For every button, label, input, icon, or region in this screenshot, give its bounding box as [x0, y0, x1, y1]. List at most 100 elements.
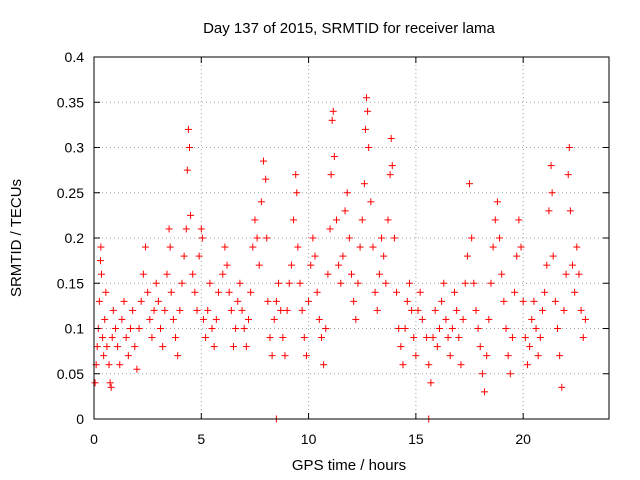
data-point — [251, 216, 259, 224]
data-point — [223, 261, 231, 269]
data-point — [126, 325, 134, 332]
data-point — [536, 334, 544, 342]
data-point — [253, 234, 261, 242]
data-point — [532, 325, 540, 332]
data-point — [345, 234, 353, 242]
data-point — [470, 279, 478, 287]
data-point — [302, 352, 310, 360]
data-point — [111, 325, 119, 332]
data-point — [146, 315, 154, 323]
data-point — [197, 225, 205, 233]
data-point — [139, 270, 147, 278]
data-point — [221, 243, 229, 251]
data-point — [114, 343, 122, 351]
data-point — [219, 270, 227, 278]
data-point — [268, 352, 276, 360]
data-point — [526, 343, 534, 351]
data-point — [189, 270, 197, 278]
data-point — [277, 306, 285, 314]
data-point — [401, 325, 409, 332]
data-point — [504, 352, 512, 360]
y-tick-label: 0.1 — [65, 321, 85, 337]
data-point — [279, 334, 287, 342]
x-axis-label: GPS time / hours — [292, 457, 406, 474]
data-point — [485, 315, 493, 323]
data-point — [193, 306, 201, 314]
data-point — [515, 216, 523, 224]
data-point — [375, 270, 383, 278]
data-point — [551, 297, 559, 305]
data-point — [405, 279, 413, 287]
data-point — [185, 144, 193, 151]
data-point — [461, 279, 469, 287]
data-point — [293, 189, 301, 197]
data-point — [307, 261, 315, 269]
data-point — [106, 379, 114, 387]
data-point — [435, 325, 443, 332]
data-point — [281, 352, 289, 360]
y-axis-label: SRMTID / TECUs — [8, 179, 25, 297]
data-point — [457, 361, 465, 369]
data-point — [412, 352, 420, 360]
data-point — [474, 325, 482, 332]
data-point — [577, 306, 585, 314]
y-tick-label: 0.3 — [65, 140, 85, 156]
data-point — [191, 288, 199, 296]
data-point — [508, 334, 516, 342]
data-point — [388, 162, 396, 170]
data-point — [97, 243, 105, 251]
x-tick-label: 5 — [197, 431, 205, 447]
data-point — [455, 334, 463, 342]
data-point — [260, 157, 268, 165]
data-point — [236, 279, 244, 287]
data-point — [275, 279, 283, 287]
data-point — [322, 325, 330, 332]
data-point — [427, 379, 435, 387]
data-point — [208, 325, 216, 332]
data-point — [298, 306, 306, 314]
data-point — [548, 189, 556, 197]
data-point — [386, 171, 394, 179]
data-point — [506, 370, 514, 378]
data-point — [161, 306, 169, 314]
data-point — [313, 288, 321, 296]
data-point — [329, 107, 337, 115]
data-point — [560, 306, 568, 314]
data-point — [502, 325, 510, 332]
data-point — [387, 134, 395, 142]
data-point — [423, 334, 431, 342]
data-point — [337, 279, 345, 287]
data-point — [100, 352, 108, 360]
data-point — [285, 279, 293, 287]
data-point — [549, 252, 557, 260]
data-point — [330, 153, 338, 161]
data-point — [95, 297, 103, 305]
data-point — [320, 361, 328, 369]
data-point — [148, 334, 156, 342]
data-point — [300, 334, 308, 342]
x-tick-label: 0 — [90, 431, 98, 447]
data-point — [178, 279, 186, 287]
data-point — [129, 306, 137, 314]
data-point — [571, 288, 579, 296]
data-point — [365, 144, 373, 151]
data-point — [425, 361, 433, 369]
data-point — [93, 343, 101, 351]
data-point — [124, 352, 132, 360]
data-point — [184, 125, 192, 133]
data-point — [569, 261, 577, 269]
data-point — [103, 343, 111, 351]
data-point — [547, 162, 555, 170]
data-point — [262, 175, 270, 183]
data-point — [131, 343, 139, 351]
data-point — [137, 297, 145, 305]
data-point — [459, 315, 467, 323]
x-tick-label: 20 — [515, 431, 531, 447]
data-point — [564, 171, 572, 179]
data-point — [122, 334, 130, 342]
data-point — [496, 234, 504, 242]
data-point — [245, 315, 252, 323]
data-point — [519, 297, 527, 305]
data-point — [225, 288, 233, 296]
